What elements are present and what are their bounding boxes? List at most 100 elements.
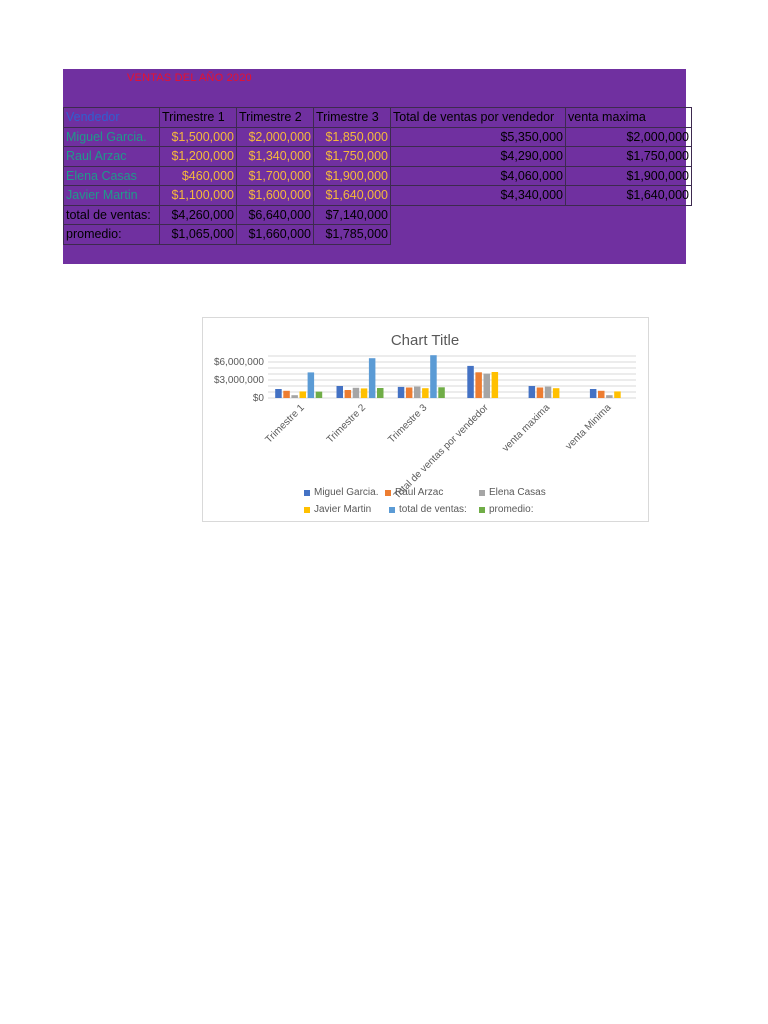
bar[interactable]	[475, 372, 482, 398]
table-row: Raul Arzac $1,200,000 $1,340,000 $1,750,…	[63, 146, 692, 167]
cell-value[interactable]: $1,200,000	[159, 146, 237, 167]
bar[interactable]	[614, 391, 621, 398]
bar[interactable]	[422, 388, 429, 398]
cell-value[interactable]: $1,600,000	[236, 185, 314, 206]
bar[interactable]	[360, 388, 368, 398]
bar[interactable]	[352, 387, 360, 398]
cell-value[interactable]: $1,100,000	[159, 185, 237, 206]
legend-swatch	[389, 506, 395, 513]
legend-item: total de ventas:	[389, 504, 467, 515]
bar[interactable]	[307, 372, 315, 398]
bar[interactable]	[552, 388, 560, 398]
header-total-vendedor[interactable]: Total de ventas por vendedor	[390, 107, 566, 128]
header-trimestre-3[interactable]: Trimestre 3	[313, 107, 391, 128]
cell-value[interactable]: $460,000	[159, 165, 237, 186]
cell-value[interactable]: $1,640,000	[313, 185, 391, 206]
legend-swatch	[304, 506, 310, 513]
chart-frame[interactable]: Chart Title $6,000,000 $3,000,000 $0 Trimes…	[202, 317, 649, 522]
averages-row: promedio: $1,065,000 $1,660,000 $1,785,0…	[63, 224, 692, 245]
x-tick-label: Trimestre 3	[386, 402, 430, 446]
x-tick-label: venta maxima	[500, 402, 552, 454]
bar[interactable]	[315, 391, 323, 398]
cell-name[interactable]: Miguel Garcia.	[63, 126, 160, 147]
cell-value[interactable]: $1,500,000	[159, 126, 237, 147]
bar[interactable]	[397, 386, 405, 398]
cell-total[interactable]: $4,340,000	[390, 185, 566, 206]
bar[interactable]	[336, 386, 344, 398]
sales-table: Vendedor Trimestre 1 Trimestre 2 Trimest…	[63, 107, 692, 245]
cell-name[interactable]: Raul Arzac	[63, 146, 160, 167]
legend-swatch	[479, 506, 485, 513]
x-tick-label: Trimestre 1	[264, 402, 308, 446]
cell-max[interactable]: $1,750,000	[565, 146, 692, 167]
cell-value[interactable]: $2,000,000	[236, 126, 314, 147]
legend-label: Javier Martin	[314, 504, 372, 515]
bar[interactable]	[528, 386, 536, 398]
legend-swatch	[304, 489, 310, 496]
cell-value[interactable]: $1,700,000	[236, 165, 314, 186]
bar[interactable]	[368, 358, 376, 398]
sheet-title: VENTAS DEL AÑO 2020	[127, 72, 252, 84]
bar[interactable]	[491, 372, 499, 398]
bar-chart[interactable]: Chart Title $6,000,000$3,000,000$0Trimes…	[203, 318, 648, 521]
cell-value[interactable]: $1,900,000	[313, 165, 391, 186]
cell-average-value[interactable]: $1,660,000	[236, 224, 314, 245]
header-trimestre-1[interactable]: Trimestre 1	[159, 107, 237, 128]
cell-total-value[interactable]: $4,260,000	[159, 204, 237, 225]
y-tick-label: $0	[253, 393, 265, 404]
cell-value[interactable]: $1,850,000	[313, 126, 391, 147]
legend-swatch	[479, 489, 485, 496]
totals-row: total de ventas: $4,260,000 $6,640,000 $…	[63, 204, 692, 225]
cell-average-label[interactable]: promedio:	[63, 224, 160, 245]
legend-item: Raul Arzac	[385, 487, 443, 498]
bar[interactable]	[430, 355, 437, 398]
header-trimestre-2[interactable]: Trimestre 2	[236, 107, 314, 128]
bar[interactable]	[414, 386, 421, 398]
cell-value[interactable]: $1,750,000	[313, 146, 391, 167]
bar[interactable]	[536, 387, 544, 399]
bar[interactable]	[299, 391, 307, 398]
bar[interactable]	[467, 365, 474, 398]
cell-max[interactable]: $2,000,000	[565, 126, 692, 147]
bar[interactable]	[283, 390, 290, 398]
legend-label: total de ventas:	[399, 504, 467, 515]
legend-item: Javier Martin	[304, 504, 371, 515]
legend-item: Elena Casas	[479, 487, 546, 498]
legend-label: Elena Casas	[489, 487, 546, 498]
cell-max[interactable]: $1,900,000	[565, 165, 692, 186]
bar[interactable]	[405, 387, 413, 399]
cell-total[interactable]: $4,060,000	[390, 165, 566, 186]
cell-average-value[interactable]: $1,065,000	[159, 224, 237, 245]
x-tick-label: Trimestre 2	[325, 402, 369, 446]
legend-item: Miguel Garcia.	[304, 487, 378, 498]
legend-label: Miguel Garcia.	[314, 487, 379, 498]
cell-total[interactable]: $4,290,000	[390, 146, 566, 167]
bar[interactable]	[377, 388, 384, 398]
bar[interactable]	[544, 386, 552, 398]
bar[interactable]	[438, 387, 445, 398]
legend-item: promedio:	[479, 504, 533, 515]
cell-total[interactable]: $5,350,000	[390, 126, 566, 147]
cell-name[interactable]: Javier Martin	[63, 185, 160, 206]
y-tick-label: $3,000,000	[214, 375, 264, 386]
cell-total-value[interactable]: $6,640,000	[236, 204, 314, 225]
header-vendedor[interactable]: Vendedor	[63, 107, 160, 128]
bar[interactable]	[589, 389, 597, 398]
bar[interactable]	[291, 395, 298, 398]
bar[interactable]	[275, 389, 282, 398]
bar[interactable]	[344, 390, 352, 398]
legend-label: Raul Arzac	[395, 487, 444, 498]
cell-name[interactable]: Elena Casas	[63, 165, 160, 186]
cell-total-value[interactable]: $7,140,000	[313, 204, 391, 225]
legend-swatch	[385, 489, 391, 496]
bar[interactable]	[606, 395, 613, 398]
legend-label: promedio:	[489, 504, 534, 515]
cell-max[interactable]: $1,640,000	[565, 185, 692, 206]
table-row: Miguel Garcia. $1,500,000 $2,000,000 $1,…	[63, 126, 692, 147]
bar[interactable]	[483, 373, 491, 398]
cell-average-value[interactable]: $1,785,000	[313, 224, 391, 245]
header-venta-maxima[interactable]: venta maxima	[565, 107, 692, 128]
cell-value[interactable]: $1,340,000	[236, 146, 314, 167]
cell-total-label[interactable]: total de ventas:	[63, 204, 160, 225]
bar[interactable]	[598, 390, 605, 398]
